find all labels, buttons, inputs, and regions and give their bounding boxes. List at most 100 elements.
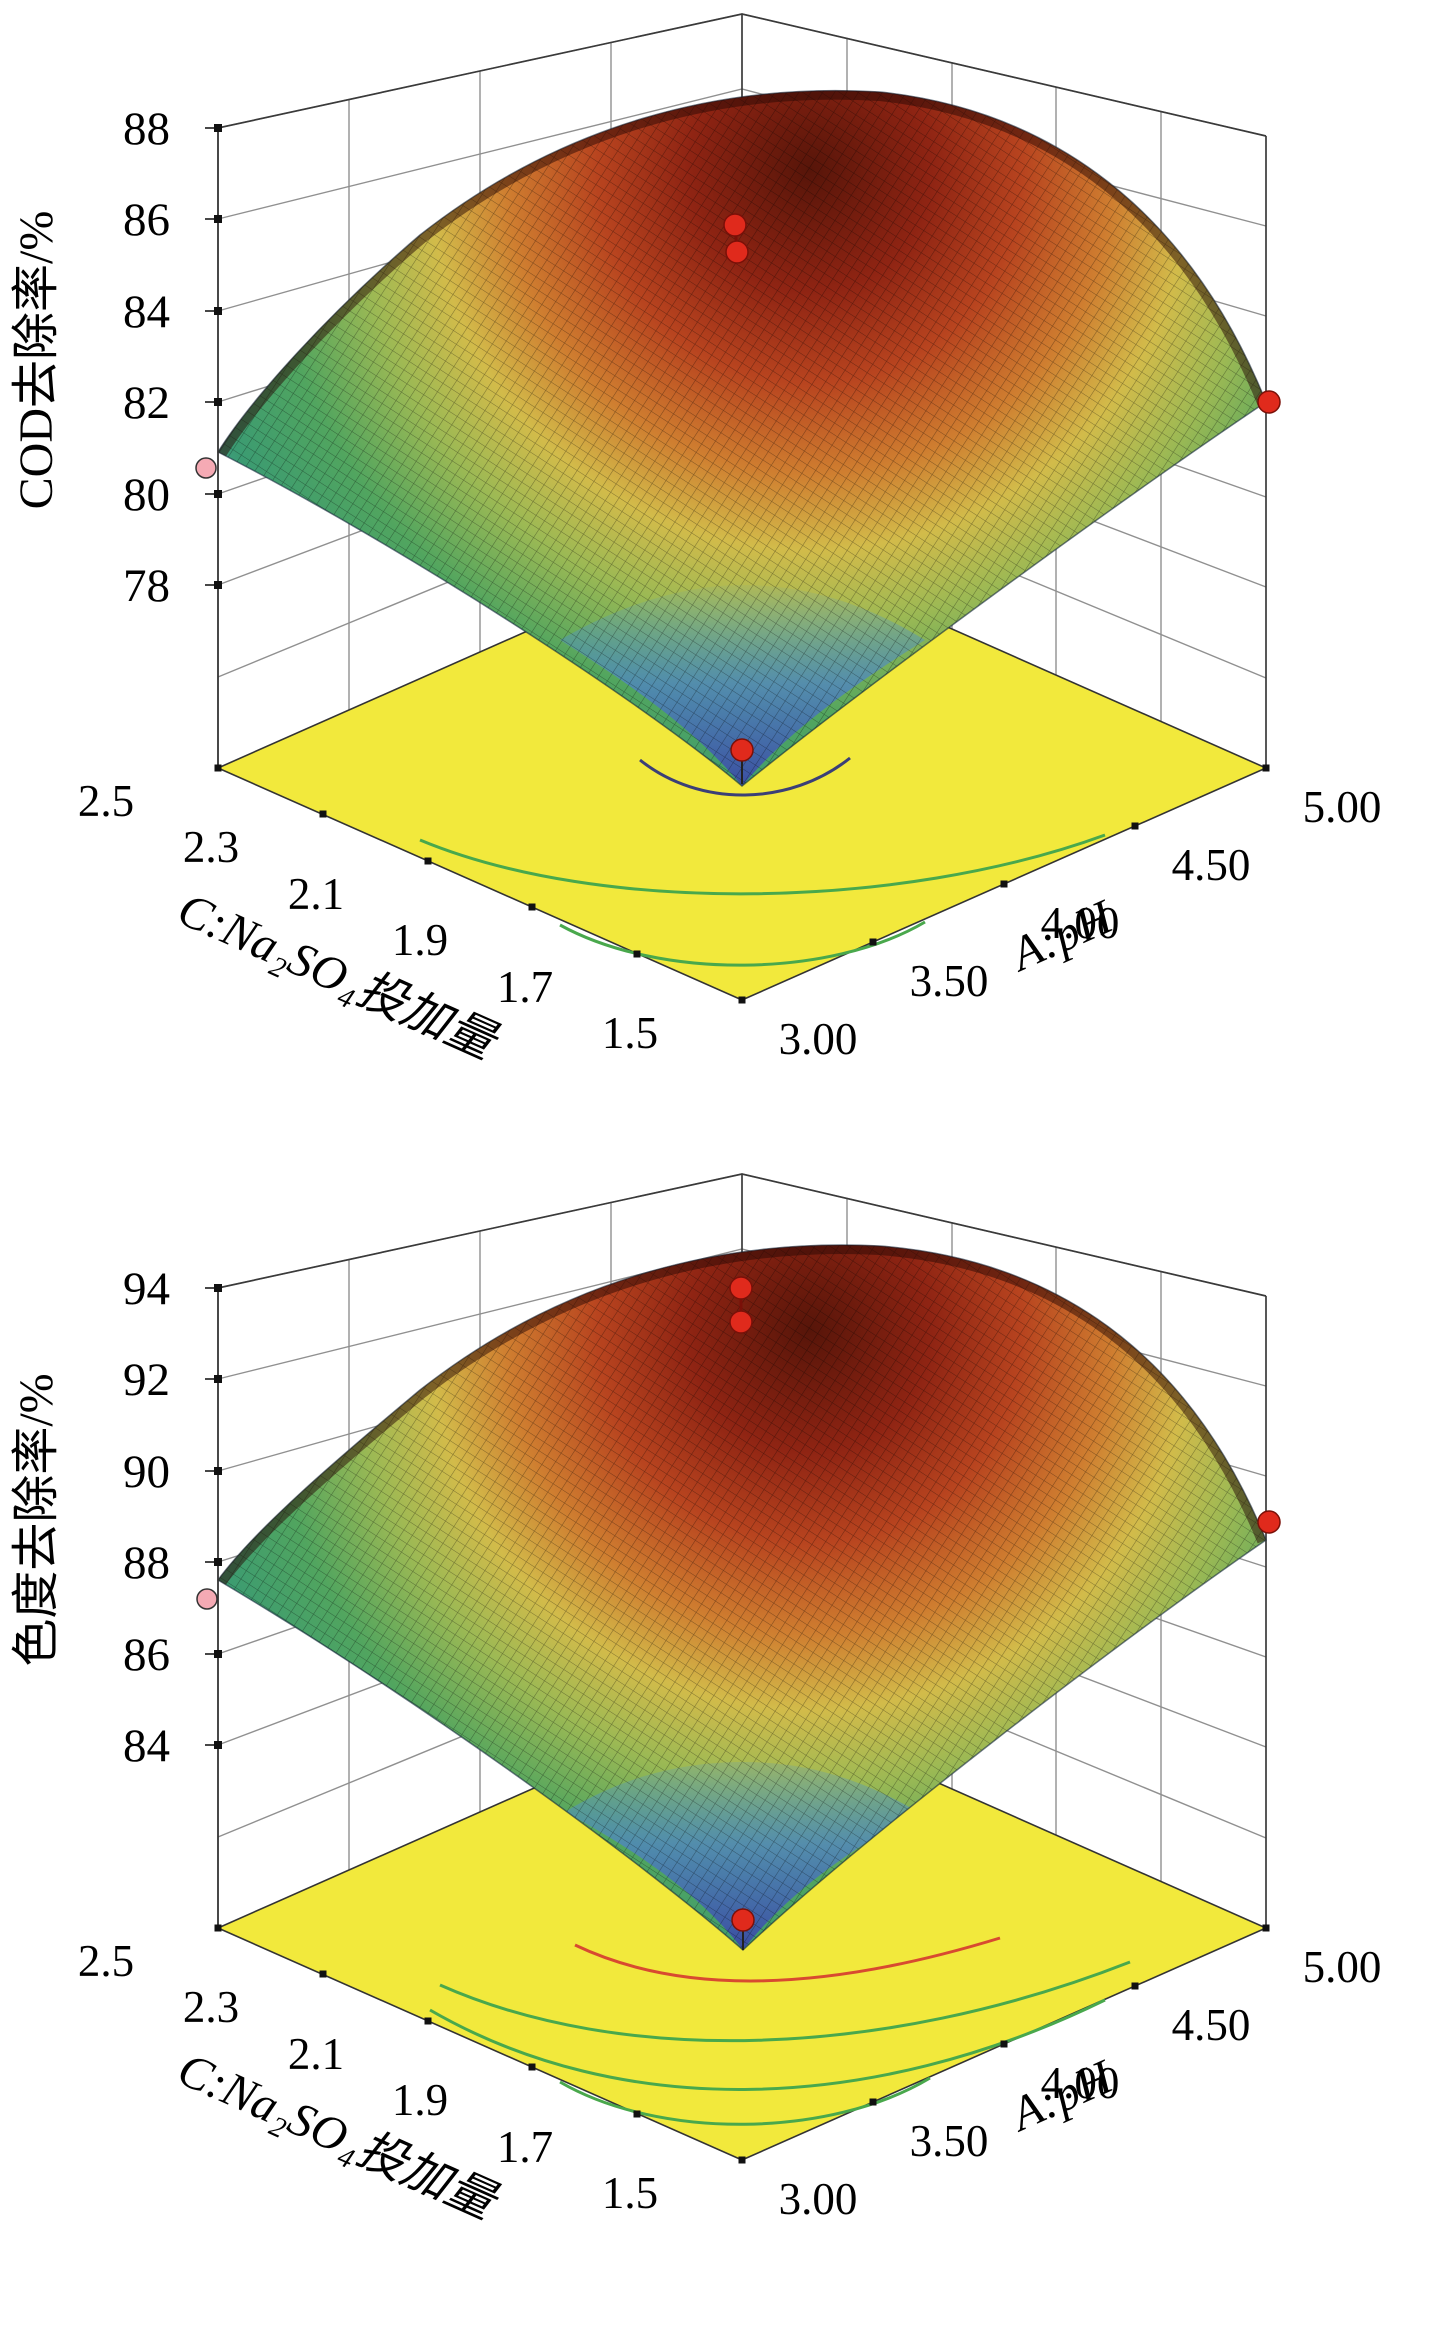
z-axis-title: COD去除率/%	[10, 211, 63, 510]
z-axis	[205, 1284, 222, 1928]
ph-tick-dot	[1000, 880, 1008, 888]
z-tick-label: 78	[123, 560, 170, 612]
dosage-tick-dot	[214, 764, 222, 772]
design-points	[196, 1276, 1281, 1950]
z-tick-dot	[214, 215, 222, 223]
z-tick-dot	[214, 307, 222, 315]
ph-tick-dot	[869, 938, 877, 946]
dosage-tick-dot	[528, 903, 536, 911]
dosage-tick-dot	[633, 950, 641, 958]
z-tick-dot	[214, 581, 222, 589]
contour-line	[419, 833, 1106, 896]
design-point-below-surface	[195, 457, 217, 479]
dosage-tick-label: 2.5	[78, 1936, 134, 1986]
z-tick-dot	[214, 124, 222, 132]
design-point-red	[731, 1908, 755, 1932]
z-tick-label: 92	[123, 1354, 170, 1406]
contour-line	[439, 1960, 1131, 2043]
z-axis-title: 色度去除率/%	[10, 1373, 63, 1666]
design-point-red	[725, 240, 749, 264]
wall-top-edge	[217, 1173, 1267, 1297]
ph-tick-label: 5.00	[1303, 1942, 1382, 1992]
z-axis	[205, 124, 222, 768]
design-point-red	[723, 213, 747, 237]
ph-tick-dot	[869, 2098, 877, 2106]
z-tick-label: 82	[123, 377, 170, 429]
ph-tick-dot	[1131, 822, 1139, 830]
surface-mesh	[216, 89, 1267, 787]
z-tick-dot	[214, 1650, 222, 1658]
dosage-tick-dot	[319, 810, 327, 818]
dosage-tick-dot	[528, 2063, 536, 2071]
z-tick-label: 84	[123, 1720, 170, 1772]
dosage-tick-label: 2.3	[183, 822, 239, 872]
z-tick-label: 94	[123, 1263, 170, 1315]
dosage-tick-label: 1.5	[602, 2168, 658, 2218]
z-tick-label: 80	[123, 469, 170, 521]
z-tick-dot	[214, 1375, 222, 1383]
wall-top-edge	[217, 13, 1267, 137]
z-tick-label: 86	[123, 194, 170, 246]
ph-tick-dot	[1262, 764, 1270, 772]
dosage-tick-dot	[633, 2110, 641, 2118]
floor-contours	[419, 756, 1106, 967]
ph-tick-dot	[1000, 2040, 1008, 2048]
surface-mesh	[216, 1244, 1267, 1952]
ph-tick-dot	[1262, 1924, 1270, 1932]
dosage-tick-label: 2.1	[288, 869, 344, 919]
ph-tick-label: 3.50	[910, 956, 989, 1006]
design-point-red	[1257, 1510, 1281, 1534]
ph-tick-label: 5.00	[1303, 782, 1382, 832]
dosage-tick-label: 2.1	[288, 2029, 344, 2079]
design-points	[195, 213, 1281, 784]
dosage-tick-dot	[214, 1924, 222, 1932]
ph-tick-label: 4.50	[1172, 2000, 1251, 2050]
ph-tick-label: 3.00	[779, 2174, 858, 2224]
design-point-red	[729, 1310, 753, 1334]
ph-tick-dot	[738, 2156, 746, 2164]
dosage-tick-dot	[424, 857, 432, 865]
z-tick-dot	[214, 398, 222, 406]
z-tick-label: 86	[123, 1629, 170, 1681]
dosage-tick-label: 1.7	[497, 962, 553, 1012]
z-tick-dot	[214, 490, 222, 498]
dosage-tick-label: 1.5	[602, 1008, 658, 1058]
color-removal-surface-chart: 84 86 88 90 92 94 2.5 2.3 2.1 1.9 1.7 1.5 3.00 3.50 4.…	[10, 1173, 1382, 2231]
ph-tick-label: 3.00	[779, 1014, 858, 1064]
design-point-below-surface	[196, 1588, 218, 1610]
ph-tick-label: 4.50	[1172, 840, 1251, 890]
ph-tick-dot	[738, 996, 746, 1004]
dosage-tick-label: 1.7	[497, 2122, 553, 2172]
z-tick-label: 88	[123, 1537, 170, 1589]
z-tick-label: 84	[123, 286, 170, 338]
ph-tick-dot	[1131, 1982, 1139, 1990]
surface-dark-rim	[218, 90, 1266, 457]
floor-tick-dots	[214, 764, 1270, 1004]
ph-tick-label: 3.50	[910, 2116, 989, 2166]
contour-line	[574, 1936, 1001, 1983]
contour-line	[559, 920, 926, 967]
z-tick-label: 88	[123, 103, 170, 155]
contour-line	[639, 756, 851, 797]
dosage-tick-label: 1.9	[392, 2075, 448, 2125]
dosage-tick-dot	[319, 1970, 327, 1978]
dosage-tick-label: 2.5	[78, 776, 134, 826]
floor-tick-dots	[214, 1924, 1270, 2164]
design-point-red	[729, 1276, 753, 1300]
design-point-red	[1257, 390, 1281, 414]
cod-removal-surface-chart: 78 80 82 84 86 88 2.5 2.3 2.1 1.9 1.7 1.5 3.00 3.50 4.…	[10, 13, 1382, 1071]
z-tick-dot	[214, 1558, 222, 1566]
z-tick-dot	[214, 1467, 222, 1475]
z-tick-dot	[214, 1741, 222, 1749]
dosage-tick-dot	[424, 2017, 432, 2025]
ph-tick-label: 4.00	[1041, 2058, 1120, 2108]
dosage-tick-label: 2.3	[183, 1982, 239, 2032]
ph-tick-label: 4.00	[1041, 898, 1120, 948]
z-tick-dot	[214, 1284, 222, 1292]
contour-line	[559, 2076, 931, 2126]
z-tick-label: 90	[123, 1446, 170, 1498]
dosage-tick-label: 1.9	[392, 915, 448, 965]
design-point-red	[730, 738, 754, 762]
surface-dark-rim	[218, 1245, 1266, 1586]
